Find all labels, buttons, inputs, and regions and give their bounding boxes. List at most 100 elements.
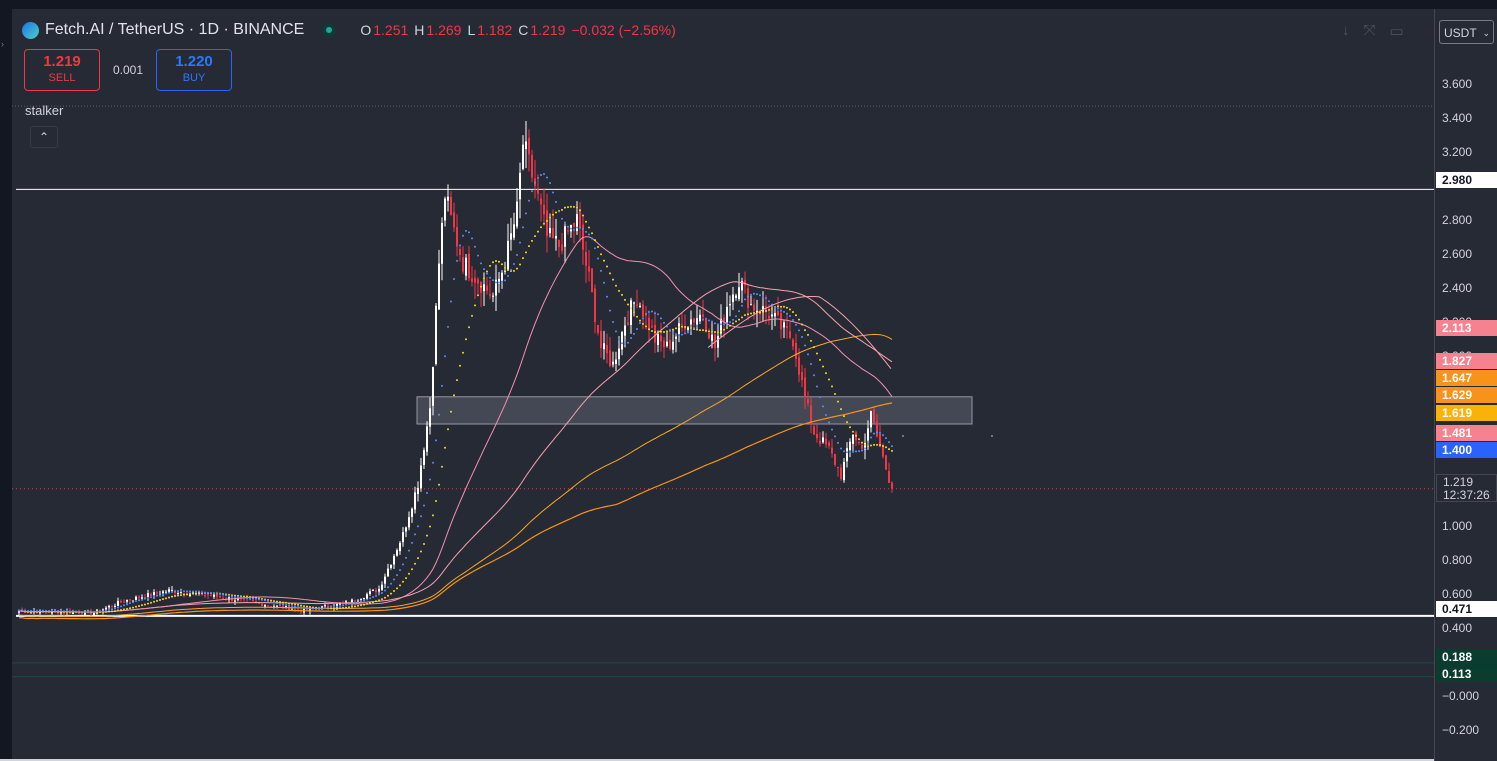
currency-select[interactable]: USDT ⌄ bbox=[1439, 20, 1494, 44]
ma-yellow-dots bbox=[765, 310, 767, 313]
ma-blue-dots bbox=[630, 336, 632, 339]
collapse-indicators-button[interactable]: ⌃ bbox=[30, 126, 58, 148]
ma-yellow-dots bbox=[486, 270, 488, 273]
ma-blue-dots bbox=[615, 330, 617, 333]
candle-body bbox=[678, 323, 680, 335]
ma-blue-dots bbox=[54, 609, 56, 612]
ma-blue-dots bbox=[582, 227, 584, 230]
ma-yellow-dots bbox=[648, 328, 650, 331]
ma-blue-dots bbox=[45, 609, 47, 612]
ma-yellow-dots bbox=[426, 534, 428, 537]
ma-blue-dots bbox=[690, 329, 692, 332]
ma-yellow-dots bbox=[273, 600, 275, 603]
ma-yellow-dots bbox=[522, 257, 524, 260]
ma-blue-dots bbox=[174, 590, 176, 593]
symbol-title[interactable]: Fetch.AI / TetherUS · 1D · BINANCE bbox=[45, 21, 305, 38]
ma-yellow-dots bbox=[384, 596, 386, 599]
candle-body bbox=[789, 331, 791, 338]
ma-blue-dots bbox=[456, 259, 458, 262]
ma-yellow-dots bbox=[348, 606, 350, 609]
candle-body bbox=[447, 196, 449, 201]
ma-blue-dots bbox=[861, 449, 863, 452]
candle-body bbox=[591, 268, 593, 293]
candle-body bbox=[558, 239, 560, 247]
ma-blue-dots bbox=[774, 306, 776, 309]
restore-window-icon[interactable]: ▭ bbox=[1389, 23, 1404, 40]
ma-yellow-dots bbox=[732, 322, 734, 325]
ma-blue-dots bbox=[204, 591, 206, 594]
ma-blue-dots bbox=[339, 604, 341, 607]
candle-body bbox=[420, 465, 422, 489]
ma-blue-dots bbox=[768, 300, 770, 303]
ma-yellow-dots bbox=[372, 601, 374, 604]
ma-blue-dots bbox=[210, 592, 212, 595]
ma-yellow-dots bbox=[405, 577, 407, 580]
collapse-arrows-icon[interactable]: ⤧ bbox=[1363, 22, 1376, 39]
candle-body bbox=[405, 527, 407, 532]
top-strip bbox=[0, 0, 1497, 9]
ma-blue-dots bbox=[285, 603, 287, 606]
candle-body bbox=[588, 266, 590, 272]
ma-yellow-dots bbox=[867, 445, 869, 448]
ma-blue-dots bbox=[252, 597, 254, 600]
price-tick: 3.200 bbox=[1442, 145, 1473, 159]
ma-blue-dots bbox=[438, 413, 440, 416]
ma-yellow-dots bbox=[771, 308, 773, 311]
ma-blue-dots bbox=[663, 321, 665, 324]
ma-yellow-dots bbox=[288, 602, 290, 605]
candle-body bbox=[633, 302, 635, 304]
candle-body bbox=[495, 279, 497, 296]
chart-canvas[interactable] bbox=[12, 9, 1434, 759]
ma-yellow-dots bbox=[378, 599, 380, 602]
ma-yellow-dots bbox=[537, 230, 539, 233]
ma-yellow-dots bbox=[885, 446, 887, 449]
ma-blue-dots bbox=[405, 556, 407, 559]
ma-yellow-dots bbox=[729, 324, 731, 327]
candle-body bbox=[606, 344, 608, 354]
ma-yellow-dots bbox=[591, 232, 593, 235]
ma-yellow-dots bbox=[723, 328, 725, 331]
candle-body bbox=[846, 448, 848, 462]
ma-yellow-dots bbox=[339, 607, 341, 610]
candle-body bbox=[792, 339, 794, 347]
ma-blue-dots bbox=[651, 310, 653, 313]
candle-body bbox=[621, 332, 623, 350]
ma-blue-dots bbox=[738, 310, 740, 313]
ma-yellow-dots bbox=[438, 483, 440, 486]
expand-chevron-icon[interactable]: › bbox=[1, 39, 4, 49]
candle-body bbox=[540, 198, 542, 205]
ma-yellow-dots bbox=[411, 568, 413, 571]
ma-blue-dots bbox=[366, 598, 368, 601]
ma-blue-dots bbox=[471, 237, 473, 240]
candle-body bbox=[270, 606, 272, 608]
ma-blue-dots bbox=[534, 181, 536, 184]
ma-orange-mid bbox=[18, 333, 893, 617]
sell-button[interactable]: 1.219 SELL bbox=[24, 49, 100, 91]
ma-yellow-dots bbox=[849, 426, 851, 429]
ma-blue-dots bbox=[315, 607, 317, 610]
ma-yellow-dots bbox=[156, 599, 158, 602]
arrow-down-icon[interactable]: ↓ bbox=[1342, 22, 1350, 39]
ma-yellow-dots bbox=[444, 446, 446, 449]
ma-blue-dots bbox=[450, 300, 452, 303]
ma-yellow-dots bbox=[279, 600, 281, 603]
chart-pane[interactable]: Fetch.AI / TetherUS · 1D · BINANCE O 1.25… bbox=[12, 9, 1434, 759]
price-axis[interactable]: USDT ⌄ 3.6003.4003.2002.8002.6002.4002.2… bbox=[1434, 9, 1497, 761]
candle-body bbox=[552, 227, 554, 239]
ma-yellow-dots bbox=[675, 327, 677, 330]
ma-blue-dots bbox=[681, 333, 683, 336]
ma-yellow-dots bbox=[606, 265, 608, 268]
price-tick: 0.600 bbox=[1442, 587, 1473, 601]
candle-body bbox=[750, 304, 752, 306]
candle-body bbox=[117, 600, 119, 606]
ma-yellow-dots bbox=[366, 602, 368, 605]
ma-blue-dots bbox=[789, 314, 791, 317]
indicator-name[interactable]: stalker bbox=[25, 103, 64, 118]
ma-blue-dots bbox=[30, 609, 32, 612]
ma-blue-dots bbox=[873, 432, 875, 435]
buy-price: 1.220 bbox=[175, 53, 213, 70]
ma-blue-dots bbox=[132, 601, 134, 604]
buy-button[interactable]: 1.220 BUY bbox=[156, 49, 232, 91]
ma-blue-dots bbox=[831, 428, 833, 431]
price-tick: 3.600 bbox=[1442, 77, 1473, 91]
